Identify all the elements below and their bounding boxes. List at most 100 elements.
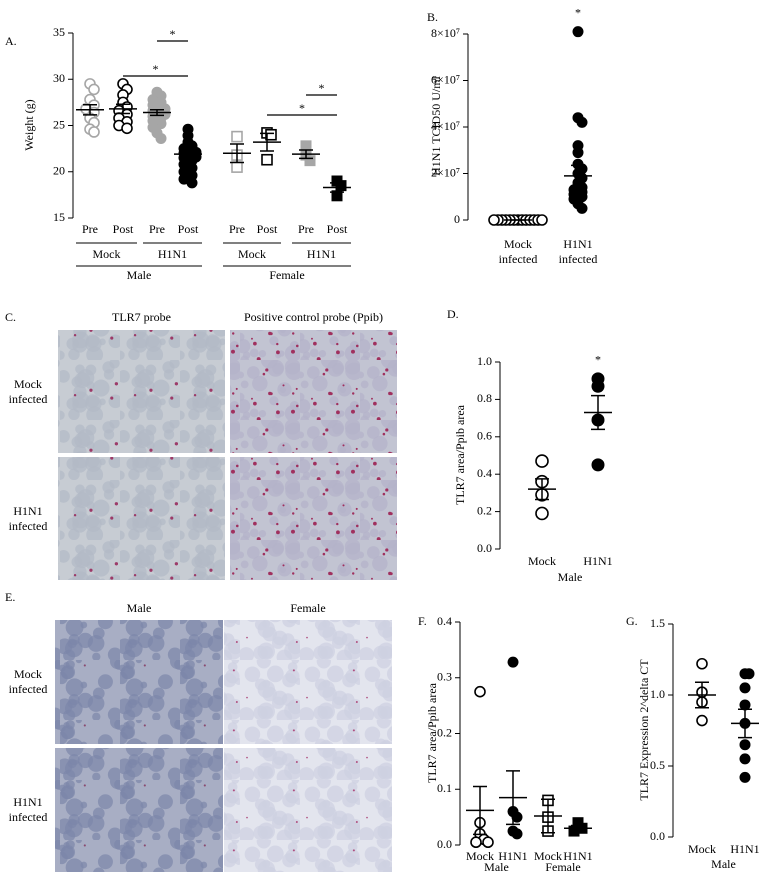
error-bar — [506, 770, 520, 826]
error-bar — [473, 785, 487, 836]
y-tick-label: 0.0 — [477, 541, 492, 555]
x-tick-label: H1N1 — [583, 554, 612, 568]
x-tick-label: Pre — [298, 222, 314, 236]
data-point — [535, 454, 549, 468]
panel-letter: A. — [5, 34, 17, 48]
data-point — [265, 128, 277, 141]
significance-star: * — [153, 62, 159, 76]
error-bar — [260, 132, 274, 152]
row-label: H1N1 infected — [8, 503, 48, 533]
supergroup-label: Female — [269, 268, 304, 282]
row-label: Mock infected — [8, 667, 48, 696]
data-point — [739, 699, 751, 711]
y-axis-label: TLR7 area/Ppib area — [453, 404, 467, 505]
data-point — [739, 771, 751, 783]
panel-letter: B. — [427, 10, 438, 24]
y-tick-label: 15 — [53, 210, 65, 224]
error-bar — [83, 103, 97, 116]
significance-star: * — [170, 27, 176, 41]
y-tick-label: 2×10⁷ — [431, 165, 460, 179]
panel-letter: G. — [626, 614, 638, 628]
error-bar — [299, 149, 313, 160]
y-tick-label: 0.3 — [437, 670, 452, 684]
data-point — [304, 155, 316, 167]
y-tick-label: 1.0 — [477, 354, 492, 368]
data-point — [696, 657, 708, 670]
y-tick-label: 0 — [454, 212, 460, 226]
data-point — [231, 161, 243, 173]
column-title: Positive control probe (Ppib) — [244, 310, 383, 324]
y-tick-label: 35 — [53, 25, 65, 39]
x-tick-label: H1N1 — [563, 849, 592, 863]
data-point — [576, 116, 588, 128]
data-point — [261, 153, 273, 166]
supergroup-label: Male — [711, 857, 736, 871]
data-point — [739, 739, 751, 751]
data-point — [576, 202, 588, 214]
data-point — [572, 26, 584, 38]
error-bar — [695, 681, 709, 709]
data-point — [536, 214, 548, 226]
y-tick-label: 0.5 — [650, 758, 665, 772]
x-tick-label: Post — [327, 222, 348, 236]
data-point — [591, 458, 605, 472]
data-point — [482, 836, 494, 849]
column-title: TLR7 probe — [112, 310, 171, 324]
y-tick-label: 6×10⁷ — [431, 72, 460, 86]
y-tick-label: 30 — [53, 71, 65, 85]
row-label: Mock infected — [8, 376, 48, 406]
supergroup-label: Male — [127, 268, 152, 282]
micrograph — [55, 620, 223, 744]
data-point — [696, 714, 708, 727]
error-bar — [116, 103, 130, 115]
data-point — [511, 811, 523, 823]
data-point — [488, 214, 500, 226]
y-tick-label: 25 — [53, 117, 65, 131]
y-tick-label: 0.2 — [477, 503, 492, 517]
y-axis-label: H1N1 TCID50 U/ml — [429, 75, 443, 175]
group-label: H1N1 — [158, 247, 187, 261]
micrograph — [230, 330, 397, 453]
column-title: Male — [127, 601, 152, 615]
error-bar — [738, 708, 752, 739]
significance-star: * — [575, 5, 581, 19]
x-tick-label: H1N1 infected — [558, 237, 598, 266]
x-tick-label: Pre — [82, 222, 98, 236]
y-tick-label: 0.2 — [437, 725, 452, 739]
panel-letter: F. — [418, 614, 427, 628]
x-tick-label: Pre — [149, 222, 165, 236]
panel-letter: D. — [447, 307, 459, 321]
group-label: Mock — [93, 247, 121, 261]
panel-letter: C. — [5, 310, 16, 324]
data-point — [155, 132, 167, 144]
error-bar — [571, 824, 585, 832]
y-tick-label: 1.5 — [650, 616, 665, 630]
significance-star: * — [319, 81, 325, 95]
micrograph — [58, 330, 225, 453]
y-tick-label: 0.1 — [437, 781, 452, 795]
error-bar — [541, 798, 555, 834]
error-bar — [150, 109, 164, 117]
data-point — [572, 147, 584, 159]
data-point — [231, 130, 243, 143]
x-tick-label: Mock — [466, 849, 494, 863]
y-axis-label: Weight (g) — [22, 99, 36, 150]
data-point — [739, 753, 751, 765]
micrograph — [55, 748, 223, 872]
error-bar — [230, 143, 244, 164]
y-axis-label: TLR7 area/Ppib area — [425, 682, 439, 783]
data-point — [743, 668, 755, 680]
error-bar — [571, 164, 585, 188]
micrograph — [230, 457, 397, 580]
error-bar — [535, 478, 549, 501]
y-tick-label: 0.0 — [437, 837, 452, 851]
data-point — [474, 685, 486, 698]
data-point — [186, 177, 198, 189]
y-axis-label: TLR7 Expression 2^delta CT — [637, 659, 651, 801]
x-tick-label: Mock infected — [498, 237, 538, 266]
error-bar — [591, 394, 605, 431]
micrograph — [224, 620, 392, 744]
y-tick-label: 20 — [53, 164, 65, 178]
data-point — [470, 836, 482, 849]
